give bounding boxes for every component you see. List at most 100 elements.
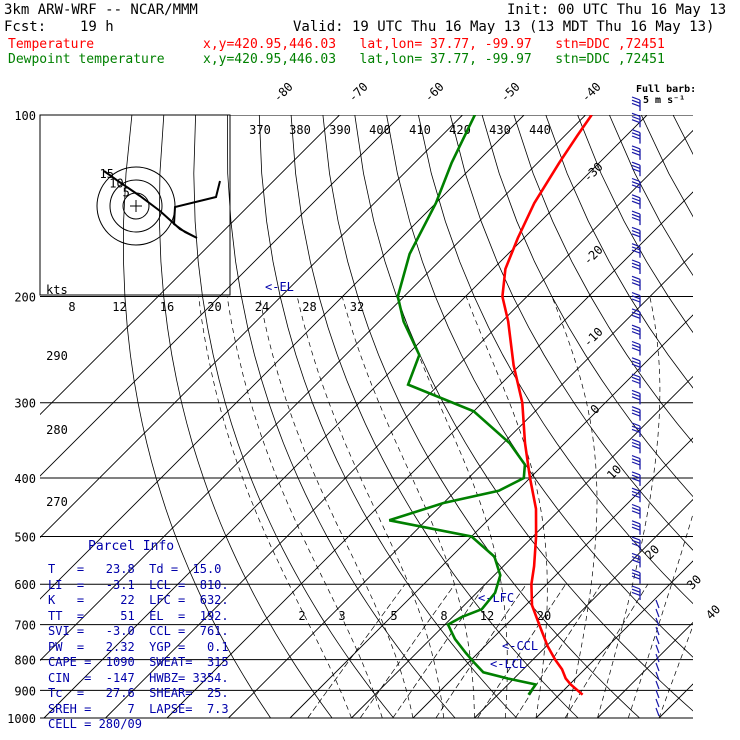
wind-barb-flag bbox=[631, 308, 641, 313]
isotherm-line bbox=[40, 115, 340, 416]
wind-barb-flag bbox=[631, 523, 641, 528]
temperature-tick-label: 0 bbox=[588, 402, 603, 417]
dry-adiabat bbox=[227, 115, 456, 719]
wind-barb-flag bbox=[631, 396, 641, 401]
moist-adiabat bbox=[341, 296, 475, 718]
wind-barb-flag bbox=[631, 177, 641, 183]
wind-barb-flag bbox=[631, 331, 641, 336]
level-annotation: <-EL bbox=[265, 280, 294, 294]
wind-barb-flag bbox=[631, 569, 641, 574]
wind-barb-flag bbox=[631, 363, 641, 368]
temperature-tick-label: -70 bbox=[346, 80, 371, 105]
wind-barb-flag bbox=[631, 461, 641, 466]
isotherm-line bbox=[474, 498, 693, 719]
wind-barb-flag bbox=[631, 585, 641, 590]
parcel-info-row: TT = 51 EL = 192. bbox=[48, 608, 229, 623]
wind-barb-flag bbox=[631, 510, 641, 515]
wind-barb-flag bbox=[631, 216, 641, 222]
isotherm-line bbox=[40, 115, 402, 477]
pressure-tick-label: 1000 bbox=[7, 712, 36, 726]
wind-barb-flag bbox=[631, 471, 641, 476]
wind-barb-flag bbox=[631, 213, 641, 218]
mixing-ratio-line bbox=[564, 584, 649, 719]
theta-tick-label: 370 bbox=[249, 123, 271, 137]
mixing-ratio-line bbox=[307, 583, 406, 719]
wind-barb-flag bbox=[631, 230, 641, 235]
pressure-tick-label: 100 bbox=[14, 109, 36, 123]
hodograph-speed-label: 28 bbox=[302, 300, 316, 314]
wind-barb-flag bbox=[631, 487, 641, 492]
pressure-tick-label: 400 bbox=[14, 472, 36, 486]
parcel-info-row: T = 23.8 Td = 15.0 bbox=[48, 562, 222, 576]
hodograph-speed-label: 12 bbox=[112, 300, 126, 314]
hodograph-speed-label: 32 bbox=[350, 300, 364, 314]
hodograph-speed-label: 24 bbox=[255, 300, 269, 314]
temperature-tick-label: 40 bbox=[703, 602, 723, 622]
wind-barb-flag bbox=[631, 474, 641, 479]
dewpoint-legend: Dewpoint temperature bbox=[8, 52, 165, 67]
wind-barb bbox=[655, 689, 660, 699]
wind-barb-flag bbox=[631, 425, 641, 430]
mixing-ratio-label: 8 bbox=[440, 609, 447, 623]
wind-barb-flag bbox=[631, 347, 641, 352]
theta-tick-label: 380 bbox=[289, 123, 311, 137]
mixing-ratio-line bbox=[435, 584, 527, 719]
wind-barb bbox=[655, 608, 660, 618]
wind-barb-flag bbox=[631, 282, 641, 287]
wind-barb-flag bbox=[631, 161, 641, 166]
moist-adiabat bbox=[465, 296, 548, 719]
wind-barb-flag bbox=[631, 298, 641, 303]
pressure-tick-label: 500 bbox=[14, 530, 36, 544]
wind-barb-flag bbox=[631, 507, 641, 512]
temperature-tick-label: 20 bbox=[642, 542, 662, 562]
wind-barb-flag bbox=[631, 591, 641, 596]
hodograph-trace bbox=[103, 170, 221, 239]
mixing-ratio-line bbox=[477, 584, 566, 719]
wind-barb-flag bbox=[631, 246, 641, 251]
mixing-ratio-line bbox=[359, 583, 456, 719]
wind-barb-flag bbox=[631, 102, 641, 107]
dry-adiabat bbox=[577, 115, 693, 334]
parcel-info-row: CIN = -147 HWBZ= 3354. bbox=[48, 670, 229, 685]
theta-tick-label: 430 bbox=[489, 123, 511, 137]
moist-adiabat bbox=[627, 512, 693, 719]
dry-adiabat bbox=[290, 115, 579, 719]
hodograph-frame bbox=[39, 114, 231, 296]
wind-barb-flag bbox=[631, 588, 641, 593]
wind-barb-flag bbox=[631, 428, 641, 433]
wind-barb-flag bbox=[631, 445, 641, 450]
pressure-tick-label: 700 bbox=[14, 619, 36, 633]
theta-tick-label: 400 bbox=[369, 123, 391, 137]
wind-barb bbox=[655, 698, 660, 708]
mixing-ratio-label: 20 bbox=[537, 609, 551, 623]
wind-barb-flag bbox=[631, 151, 641, 156]
wind-barb-flag bbox=[631, 520, 641, 525]
dry-adiabat bbox=[418, 115, 693, 605]
hodograph-speed-label: 20 bbox=[207, 300, 221, 314]
pressure-tick-label: 300 bbox=[14, 397, 36, 411]
moist-adiabat bbox=[226, 296, 383, 719]
forecast-label: Fcst: bbox=[4, 19, 47, 35]
wind-barb-flag bbox=[631, 314, 641, 319]
theta-tick-label: 390 bbox=[329, 123, 351, 137]
wind-barb-flag bbox=[631, 441, 641, 447]
wind-barb-flag bbox=[631, 539, 641, 544]
isotherm-line bbox=[351, 375, 693, 719]
isotherm-line bbox=[40, 115, 586, 662]
pressure-tick-label: 800 bbox=[14, 654, 36, 668]
wind-barb-flag bbox=[631, 99, 641, 104]
model-title: 3km ARW-WRF -- NCAR/MMM bbox=[4, 2, 198, 18]
dry-adiabat bbox=[449, 115, 693, 551]
dry-adiabat bbox=[258, 115, 517, 719]
moist-adiabat bbox=[296, 296, 445, 719]
wind-barb-flag bbox=[631, 389, 641, 394]
wind-barb-flag bbox=[631, 360, 641, 365]
isotherm-line bbox=[412, 437, 693, 719]
wind-barb bbox=[655, 653, 660, 663]
hodograph-ring-label: 10 bbox=[109, 176, 123, 190]
dry-adiabat bbox=[123, 115, 271, 719]
wind-barb-flag bbox=[631, 243, 641, 248]
wind-barb-flag bbox=[631, 115, 641, 121]
wind-barb-flag bbox=[631, 311, 641, 316]
wind-barb-flag bbox=[631, 379, 641, 385]
